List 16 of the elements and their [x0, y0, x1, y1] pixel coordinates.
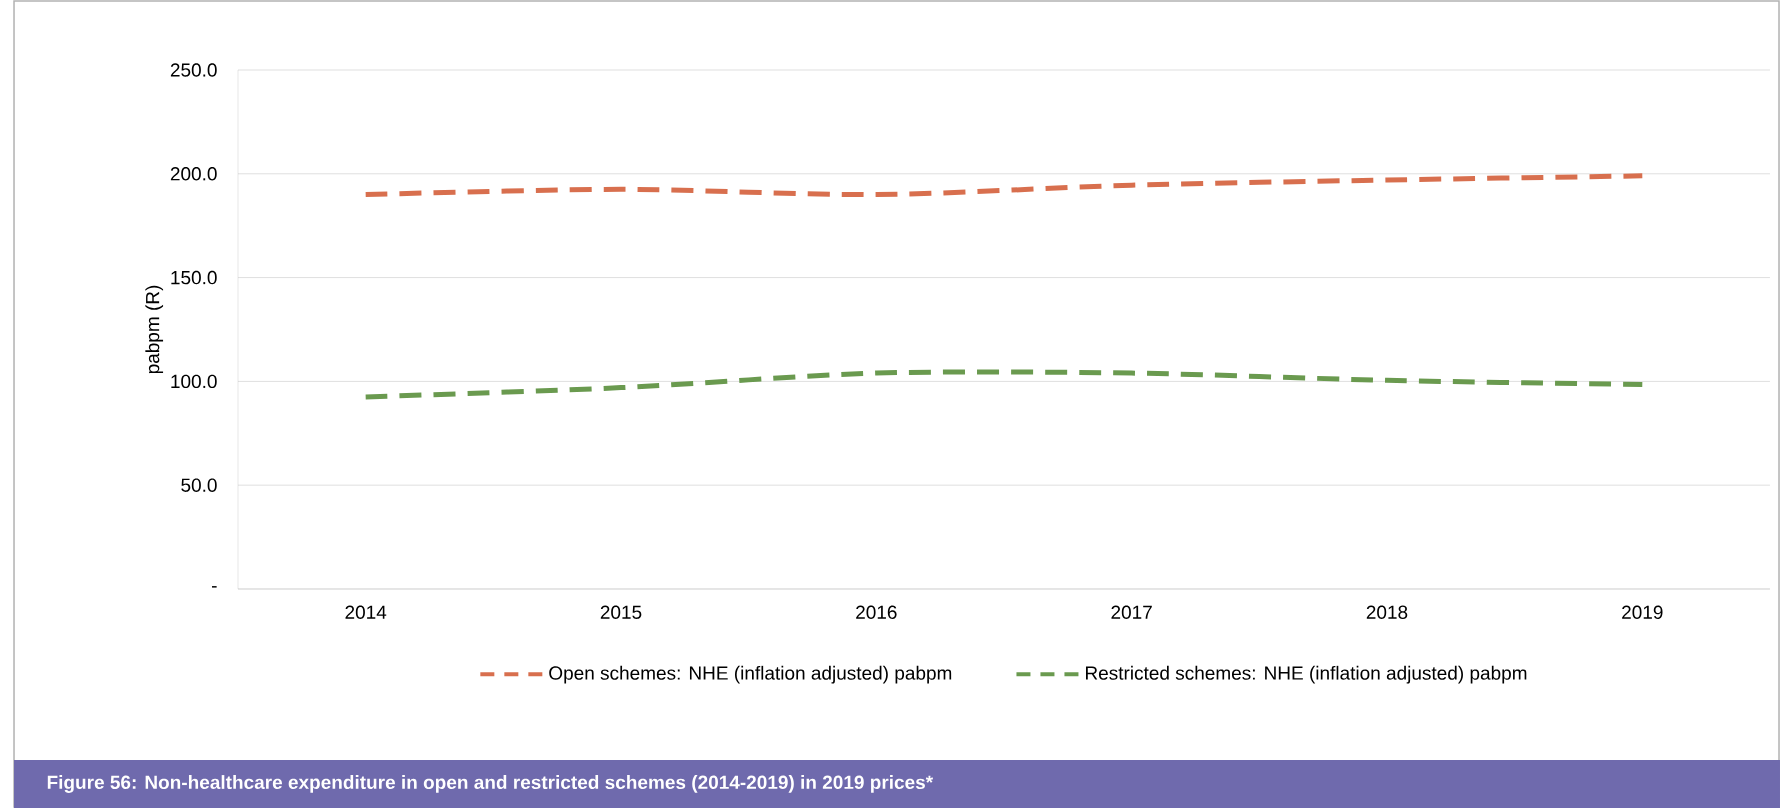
text: Figure 56: Non-healthcare expenditure in open and restricted schemes (2014-2019) in 2019 prices*	[47, 775, 934, 793]
x-tick-label: 2019	[1622, 605, 1663, 619]
x-tick-label: 2018	[1366, 605, 1408, 619]
y-tick-label: 50.0	[181, 478, 217, 492]
y-tick-label: 100.0	[171, 374, 217, 389]
legend-label: Open schemes: NHE (inflation adjusted) pabpm	[549, 665, 952, 684]
y-tick-label: 150.0	[171, 270, 217, 285]
y-tick-label: 250.0	[170, 63, 217, 77]
x-tick-label: 2017	[1111, 605, 1152, 619]
legend-label: Restricted schemes: NHE (inflation adjusted) pabpm	[1086, 665, 1527, 684]
x-tick-label: 2014	[345, 605, 387, 619]
y-tick-label: -	[212, 586, 217, 588]
y-axis-title: pabpm (R)	[145, 285, 164, 374]
x-tick-label: 2015	[600, 605, 642, 619]
x-tick-label: 2016	[856, 605, 897, 619]
y-tick-label: 200.0	[170, 167, 217, 181]
